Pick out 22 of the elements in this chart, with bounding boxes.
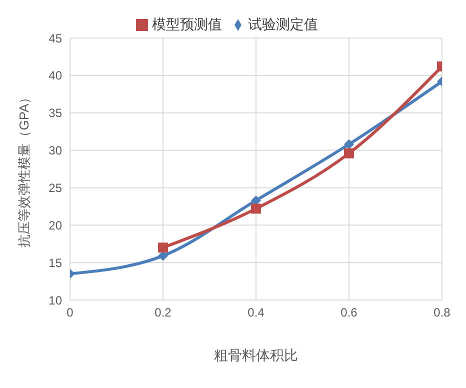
y-tick-label: 10 — [48, 293, 62, 308]
x-axis-title: 粗骨料体积比 — [214, 347, 298, 363]
x-tick-label: 0.4 — [248, 306, 265, 320]
x-tick-label: 0 — [66, 306, 74, 320]
x-tick-label: 0.2 — [154, 306, 172, 320]
point — [251, 195, 261, 206]
y-tick-label: 45 — [48, 31, 62, 46]
y-tick-label: 30 — [48, 144, 62, 158]
point — [158, 242, 168, 253]
legend-label: 试验测定值 — [248, 16, 318, 32]
x-tick-label: 0.6 — [340, 306, 358, 320]
point — [251, 204, 261, 214]
y-tick-label: 35 — [48, 106, 62, 120]
point — [344, 148, 354, 158]
y-tick-label: 20 — [48, 218, 62, 232]
y-axis-title: 抗压等效弹性模量（GPA） — [16, 90, 32, 248]
y-tick-label: 15 — [48, 256, 62, 270]
point — [344, 139, 354, 150]
x-tick-label: 0.8 — [434, 306, 451, 320]
legend-label: 模型预测值 — [152, 16, 222, 32]
y-tick-label: 40 — [48, 68, 62, 83]
y-tick-label: 25 — [48, 180, 62, 195]
